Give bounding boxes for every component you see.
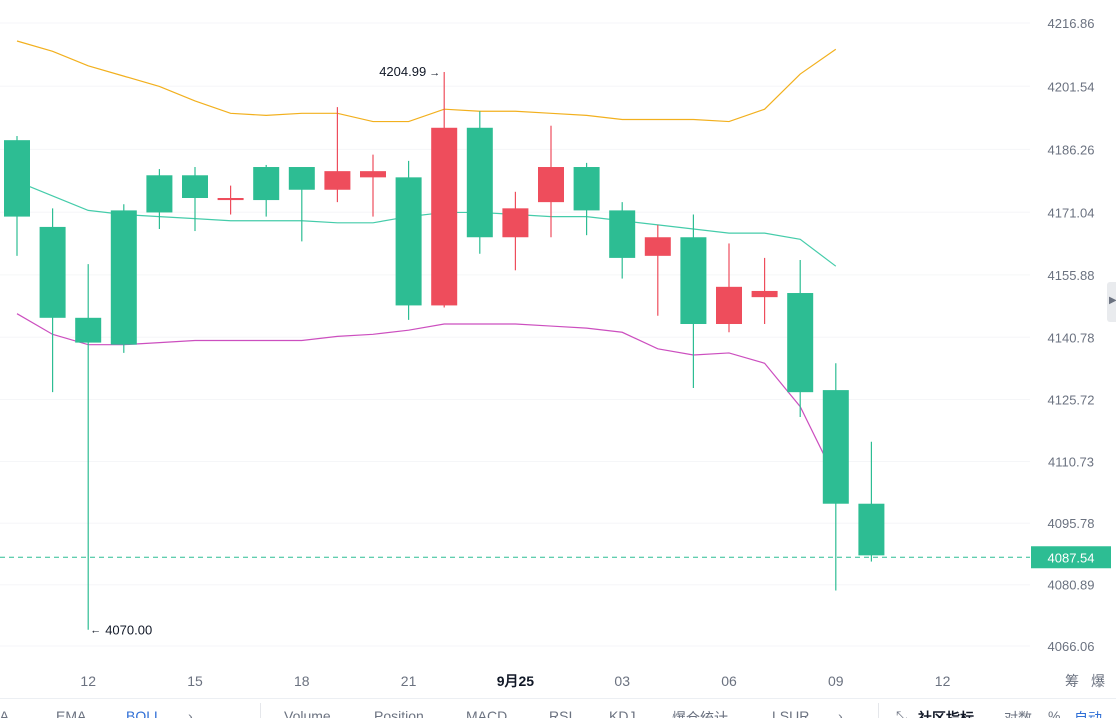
chevron-right-icon: ▶ bbox=[1109, 295, 1116, 306]
candle-body bbox=[288, 167, 315, 190]
x-tick-label: 21 bbox=[401, 673, 417, 689]
y-tick-label: 4171.04 bbox=[1048, 205, 1095, 220]
min-price-label: 4070.00 bbox=[105, 623, 152, 638]
chart-canvas[interactable]: 4204.99 → ← 4070.00 4087.54 4216.86 4201.54 418… bbox=[0, 0, 1116, 698]
tab-ma[interactable]: MA bbox=[0, 708, 9, 718]
candle-body bbox=[431, 127, 458, 306]
tab-lsur[interactable]: LSUR bbox=[772, 708, 810, 718]
candle-body bbox=[253, 167, 280, 201]
y-tick-label: 4095.78 bbox=[1048, 516, 1095, 531]
arrow-left-icon: ← bbox=[90, 625, 101, 637]
tab-kdj[interactable]: KDJ bbox=[609, 708, 636, 718]
log-scale-toggle[interactable]: 对数 bbox=[1004, 710, 1032, 718]
candle-body bbox=[466, 127, 493, 238]
chevron-right-icon[interactable]: › bbox=[838, 708, 843, 718]
max-price-label: 4204.99 bbox=[379, 64, 426, 79]
percent-toggle[interactable]: % bbox=[1048, 708, 1061, 718]
divider bbox=[260, 703, 261, 718]
scale-label: 筹 bbox=[1065, 673, 1079, 689]
scale-label: 爆 bbox=[1091, 673, 1105, 689]
candle-body bbox=[822, 390, 849, 504]
candle-body bbox=[644, 237, 671, 256]
candle-body bbox=[609, 210, 636, 258]
x-tick-label: 12 bbox=[935, 673, 951, 689]
candle-body bbox=[538, 167, 564, 203]
y-tick-label: 4155.88 bbox=[1048, 268, 1095, 283]
y-tick-label: 4080.89 bbox=[1048, 578, 1095, 593]
y-tick-label: 4201.54 bbox=[1048, 79, 1095, 94]
community-indicators-button[interactable]: 社区指标 bbox=[918, 710, 974, 718]
candle-body bbox=[182, 175, 208, 199]
candle-body bbox=[395, 177, 422, 306]
y-tick-label: 4125.72 bbox=[1048, 393, 1095, 408]
boll-middle-line bbox=[16, 180, 837, 267]
current-price-label: 4087.54 bbox=[1048, 550, 1095, 565]
candle-body bbox=[858, 503, 885, 556]
candle-body bbox=[751, 290, 778, 298]
x-tick-label: 9月25 bbox=[497, 673, 535, 689]
right-panel-toggle[interactable]: ▶ bbox=[1107, 282, 1116, 322]
y-tick-label: 4140.78 bbox=[1048, 330, 1095, 345]
tab-ema[interactable]: EMA bbox=[56, 708, 87, 718]
chevron-right-icon[interactable]: › bbox=[188, 708, 193, 718]
y-tick-label: 4110.73 bbox=[1048, 454, 1094, 469]
x-tick-label: 12 bbox=[80, 673, 96, 689]
tab-macd[interactable]: MACD bbox=[466, 708, 508, 718]
candle-body bbox=[716, 286, 742, 325]
y-tick-label: 4216.86 bbox=[1048, 16, 1095, 31]
auto-scale-toggle[interactable]: 自动 bbox=[1074, 710, 1102, 718]
expand-icon[interactable]: ⤡ bbox=[896, 708, 908, 718]
x-tick-label: 15 bbox=[187, 673, 203, 689]
y-tick-label: 4186.26 bbox=[1048, 142, 1095, 157]
candle-body bbox=[324, 171, 351, 190]
x-tick-label: 18 bbox=[294, 673, 310, 689]
tab-liquidation-stats[interactable]: 爆仓统计 bbox=[672, 710, 728, 718]
tab-rsi[interactable]: RSI bbox=[549, 708, 573, 718]
x-tick-label: 03 bbox=[614, 673, 630, 689]
candle-body bbox=[787, 293, 814, 393]
tab-boll[interactable]: BOLL bbox=[126, 708, 162, 718]
candle-body bbox=[4, 140, 30, 217]
candle-body bbox=[502, 208, 529, 238]
candle-body bbox=[573, 167, 600, 211]
divider bbox=[878, 703, 879, 718]
candle-body bbox=[110, 210, 137, 345]
boll-upper-line bbox=[16, 40, 837, 123]
boll-lower-line bbox=[16, 313, 837, 480]
candle-body bbox=[39, 226, 66, 318]
x-tick-label: 09 bbox=[828, 673, 844, 689]
candle-body bbox=[75, 317, 102, 343]
arrow-right-icon: → bbox=[429, 67, 440, 79]
current-price-tag bbox=[1031, 546, 1111, 569]
candle-body bbox=[680, 237, 707, 325]
indicator-toolbar: MA EMA BOLL › Volume Position MACD RSI K… bbox=[0, 698, 1116, 718]
x-tick-label: 06 bbox=[721, 673, 737, 689]
tab-position[interactable]: Position bbox=[374, 708, 424, 718]
y-tick-label: 4066.06 bbox=[1048, 639, 1095, 654]
candle-body bbox=[146, 175, 173, 213]
candle-body bbox=[217, 198, 244, 201]
tab-volume[interactable]: Volume bbox=[284, 708, 331, 718]
candle-body bbox=[360, 171, 386, 178]
